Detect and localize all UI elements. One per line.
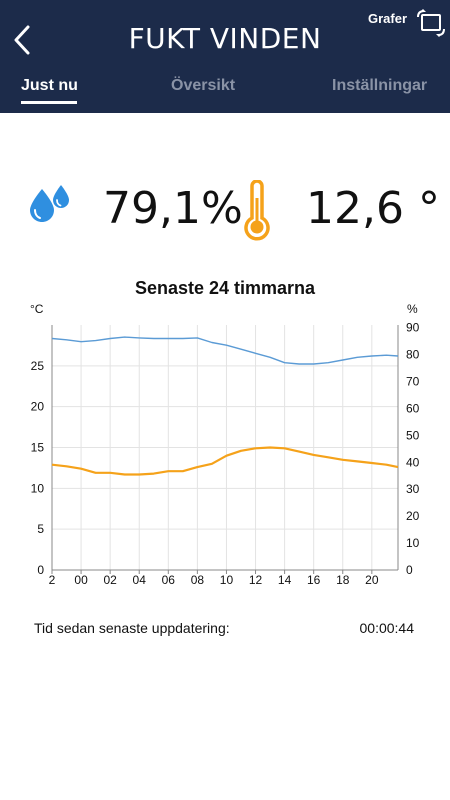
- x-tick-label: 10: [220, 573, 234, 587]
- grafer-label: Grafer: [368, 11, 408, 26]
- last-update-value: 00:00:44: [359, 620, 415, 636]
- chart-grid: [52, 325, 398, 570]
- right-tick-label: 0: [406, 563, 413, 577]
- right-tick-label: 50: [406, 428, 420, 442]
- tab-just-nu[interactable]: Just nu: [21, 77, 78, 94]
- temperature-series-line: [51, 446, 399, 476]
- x-tick-label: 06: [162, 573, 176, 587]
- back-button[interactable]: [10, 24, 36, 56]
- left-tick-label: 25: [31, 359, 45, 373]
- x-tick-label: 16: [307, 573, 321, 587]
- x-tick-label: 02: [103, 573, 117, 587]
- left-axis-unit: °C: [30, 302, 44, 316]
- right-tick-label: 40: [406, 455, 420, 469]
- chart-title: Senaste 24 timmarna: [134, 278, 316, 298]
- right-tick-label: 20: [406, 509, 420, 523]
- app-header: FUKT VINDEN Grafer Just nu Översikt Inst…: [0, 0, 450, 113]
- right-tick-label: 70: [406, 375, 420, 389]
- thermometer-icon: [244, 180, 270, 241]
- right-tick-label: 60: [406, 401, 420, 415]
- x-tick-label: 12: [249, 573, 263, 587]
- history-chart: °C % 2 00 02 04 06 08 10 12 14 16 18 20051015202501…: [30, 302, 420, 587]
- right-tick-label: 80: [406, 348, 420, 362]
- right-tick-label: 10: [406, 536, 420, 550]
- rotate-screen-icon: [417, 9, 445, 37]
- x-tick-label: 00: [74, 573, 88, 587]
- x-tick-label: 14: [278, 573, 292, 587]
- x-tick-label: 04: [133, 573, 147, 587]
- right-tick-label: 90: [406, 321, 420, 335]
- temperature-value: 12,6 °: [306, 183, 440, 234]
- left-tick-label: 20: [31, 400, 45, 414]
- right-axis-unit: %: [407, 302, 418, 316]
- humidity-series-line: [51, 336, 399, 365]
- page-title: FUKT VINDEN: [128, 22, 322, 55]
- left-tick-label: 5: [37, 522, 44, 536]
- x-tick-label: 20: [365, 573, 379, 587]
- active-tab-indicator: [21, 101, 77, 104]
- chart-axes: [51, 325, 399, 574]
- tab-oversikt[interactable]: Översikt: [171, 77, 236, 94]
- humidity-value: 79,1%: [103, 183, 243, 234]
- chart-tick-labels: 2 00 02 04 06 08 10 12 14 16 18 2005101520250102030…: [31, 321, 420, 587]
- right-tick-label: 30: [406, 482, 420, 496]
- chart-series: [51, 336, 399, 476]
- left-tick-label: 10: [31, 481, 45, 495]
- x-tick-label: 18: [336, 573, 350, 587]
- water-drops-icon: [30, 185, 69, 222]
- x-tick-label: 2: [49, 573, 56, 587]
- chevron-left-icon: [14, 25, 30, 55]
- tab-installningar[interactable]: Inställningar: [332, 77, 428, 94]
- left-tick-label: 0: [37, 563, 44, 577]
- x-tick-label: 08: [191, 573, 205, 587]
- last-update-label: Tid sedan senaste uppdatering:: [34, 620, 230, 636]
- grafer-button[interactable]: Grafer: [368, 8, 448, 40]
- left-tick-label: 15: [31, 441, 45, 455]
